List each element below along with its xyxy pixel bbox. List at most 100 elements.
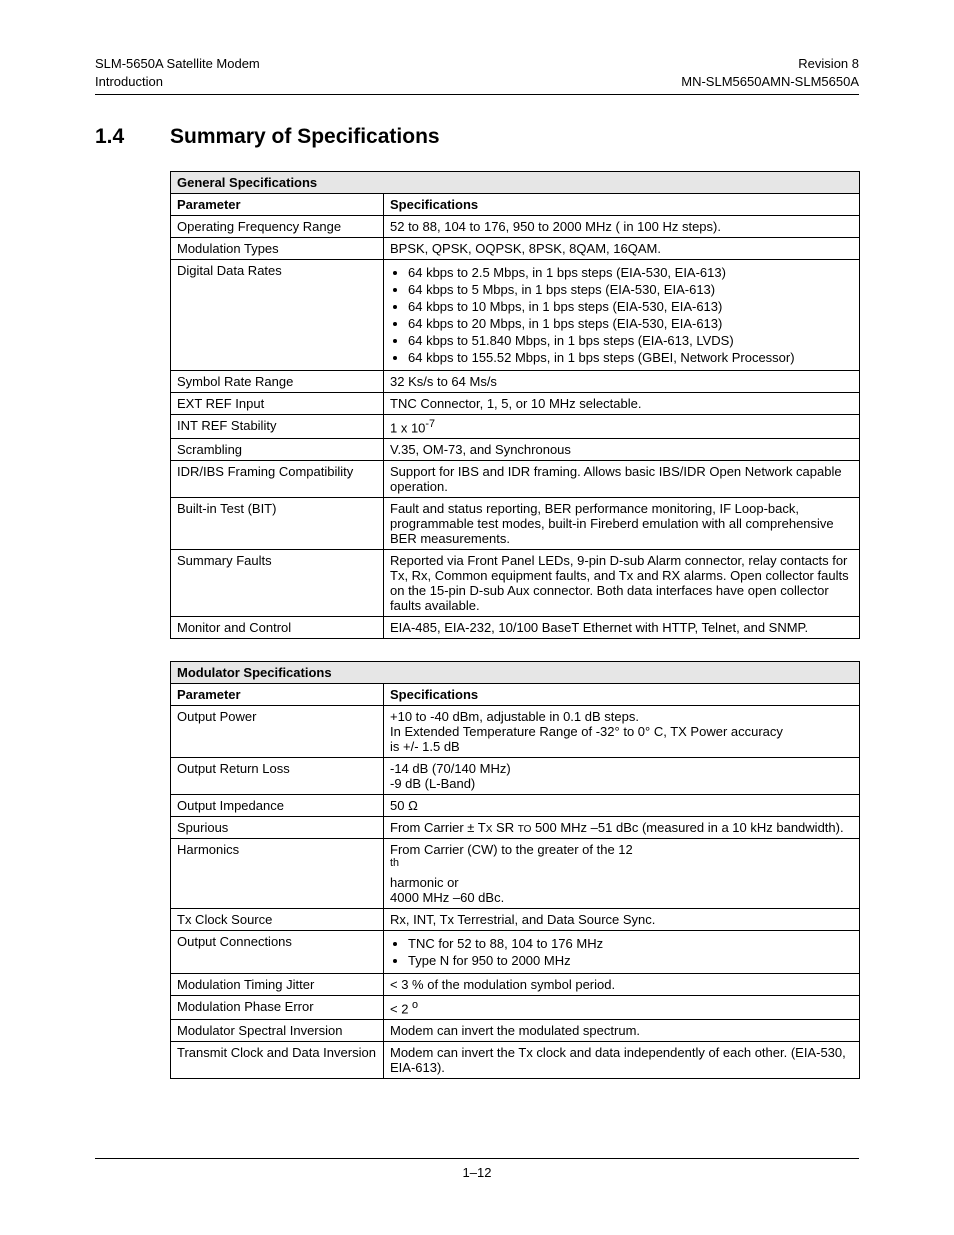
table-row: Summary Faults Reported via Front Panel …	[171, 550, 860, 617]
col-parameter: Parameter	[171, 194, 384, 216]
table-row: INT REF Stability 1 x 10-7	[171, 415, 860, 439]
table-row: Symbol Rate Range 32 Ks/s to 64 Ms/s	[171, 371, 860, 393]
param-cell: Modulation Phase Error	[171, 995, 384, 1019]
list-item: 64 kbps to 155.52 Mbps, in 1 bps steps (…	[408, 350, 853, 365]
spec-cell: 50 Ω	[384, 795, 860, 817]
table-row: IDR/IBS Framing Compatibility Support fo…	[171, 461, 860, 498]
document-page: SLM-5650A Satellite Modem Revision 8 Int…	[0, 0, 954, 1235]
table-row: Tx Clock Source Rx, INT, Tx Terrestrial,…	[171, 908, 860, 930]
spec-cell: TNC Connector, 1, 5, or 10 MHz selectabl…	[384, 393, 860, 415]
modulator-specifications-table: Modulator Specifications Parameter Speci…	[170, 661, 860, 1079]
spec-cell: +10 to -40 dBm, adjustable in 0.1 dB ste…	[384, 706, 860, 758]
spec-line: From Carrier (CW) to the greater of the …	[390, 842, 853, 889]
col-specifications: Specifications	[384, 194, 860, 216]
table-row: Spurious From Carrier ± TX SR TO 500 MHz…	[171, 817, 860, 839]
spec-cell: Modem can invert the Tx clock and data i…	[384, 1042, 860, 1079]
param-cell: Output Connections	[171, 930, 384, 973]
param-cell: Spurious	[171, 817, 384, 839]
param-cell: Modulation Types	[171, 238, 384, 260]
spec-cell: From Carrier ± TX SR TO 500 MHz –51 dBc …	[384, 817, 860, 839]
table-row: Operating Frequency Range 52 to 88, 104 …	[171, 216, 860, 238]
param-cell: Output Return Loss	[171, 758, 384, 795]
spec-line: In Extended Temperature Range of -32° to…	[390, 724, 853, 739]
table-title: General Specifications	[171, 172, 860, 194]
spec-line: is +/- 1.5 dB	[390, 739, 853, 754]
spec-cell: 52 to 88, 104 to 176, 950 to 2000 MHz ( …	[384, 216, 860, 238]
list-item: 64 kbps to 51.840 Mbps, in 1 bps steps (…	[408, 333, 853, 348]
param-cell: Digital Data Rates	[171, 260, 384, 371]
param-cell: Summary Faults	[171, 550, 384, 617]
table-row: Built-in Test (BIT) Fault and status rep…	[171, 498, 860, 550]
general-specifications-table: General Specifications Parameter Specifi…	[170, 171, 860, 639]
param-cell: Output Impedance	[171, 795, 384, 817]
superscript: th	[390, 857, 399, 869]
table-header-row: Parameter Specifications	[171, 684, 860, 706]
spec-cell: 1 x 10-7	[384, 415, 860, 439]
spec-cell: < 3 % of the modulation symbol period.	[384, 973, 860, 995]
table-row: Output Impedance 50 Ω	[171, 795, 860, 817]
header-right-2: MN-SLM5650AMN-SLM5650A	[681, 73, 859, 91]
param-cell: Tx Clock Source	[171, 908, 384, 930]
list-item: Type N for 950 to 2000 MHz	[408, 953, 853, 968]
spec-line: +10 to -40 dBm, adjustable in 0.1 dB ste…	[390, 709, 853, 724]
spec-text: SR	[492, 820, 517, 835]
section-number: 1.4	[95, 125, 170, 149]
spec-cell: Modem can invert the modulated spectrum.	[384, 1020, 860, 1042]
table-title: Modulator Specifications	[171, 662, 860, 684]
table-row: Output Return Loss -14 dB (70/140 MHz) -…	[171, 758, 860, 795]
list-item: 64 kbps to 2.5 Mbps, in 1 bps steps (EIA…	[408, 265, 853, 280]
table-row: Modulator Spectral Inversion Modem can i…	[171, 1020, 860, 1042]
param-cell: Built-in Test (BIT)	[171, 498, 384, 550]
spec-cell: -14 dB (70/140 MHz) -9 dB (L-Band)	[384, 758, 860, 795]
spec-cell: < 2 o	[384, 995, 860, 1019]
spec-cell: Rx, INT, Tx Terrestrial, and Data Source…	[384, 908, 860, 930]
spec-line: -14 dB (70/140 MHz)	[390, 761, 853, 776]
spec-text: From Carrier ± T	[390, 820, 486, 835]
page-number: 1–12	[95, 1165, 859, 1180]
spec-cell: V.35, OM-73, and Synchronous	[384, 439, 860, 461]
spec-cell: Fault and status reporting, BER performa…	[384, 498, 860, 550]
spec-cell: 32 Ks/s to 64 Ms/s	[384, 371, 860, 393]
param-cell: Scrambling	[171, 439, 384, 461]
superscript: -7	[425, 418, 435, 430]
table-row: EXT REF Input TNC Connector, 1, 5, or 10…	[171, 393, 860, 415]
table-row: Modulation Timing Jitter < 3 % of the mo…	[171, 973, 860, 995]
table-row: Digital Data Rates 64 kbps to 2.5 Mbps, …	[171, 260, 860, 371]
param-cell: Monitor and Control	[171, 617, 384, 639]
col-parameter: Parameter	[171, 684, 384, 706]
header-left-2: Introduction	[95, 73, 163, 91]
param-cell: EXT REF Input	[171, 393, 384, 415]
table-row: Output Connections TNC for 52 to 88, 104…	[171, 930, 860, 973]
table-row: Output Power +10 to -40 dBm, adjustable …	[171, 706, 860, 758]
spec-cell: BPSK, QPSK, OQPSK, 8PSK, 8QAM, 16QAM.	[384, 238, 860, 260]
table-row: Modulation Phase Error < 2 o	[171, 995, 860, 1019]
spec-cell: Support for IBS and IDR framing. Allows …	[384, 461, 860, 498]
param-cell: Symbol Rate Range	[171, 371, 384, 393]
param-cell: Transmit Clock and Data Inversion	[171, 1042, 384, 1079]
list-item: TNC for 52 to 88, 104 to 176 MHz	[408, 936, 853, 951]
table-row: Monitor and Control EIA-485, EIA-232, 10…	[171, 617, 860, 639]
section-heading: 1.4 Summary of Specifications	[95, 125, 859, 149]
spec-cell: TNC for 52 to 88, 104 to 176 MHz Type N …	[384, 930, 860, 973]
spec-line: 4000 MHz –60 dBc.	[390, 890, 853, 905]
footer-rule	[95, 1158, 859, 1159]
table-header-row: Parameter Specifications	[171, 194, 860, 216]
list-item: 64 kbps to 5 Mbps, in 1 bps steps (EIA-5…	[408, 282, 853, 297]
superscript: o	[412, 999, 418, 1011]
table-title-row: Modulator Specifications	[171, 662, 860, 684]
table-row: Harmonics From Carrier (CW) to the great…	[171, 839, 860, 908]
spec-text: harmonic or	[390, 875, 853, 890]
header-right-1: Revision 8	[798, 55, 859, 73]
table-row: Scrambling V.35, OM-73, and Synchronous	[171, 439, 860, 461]
spec-text: < 2	[390, 1001, 412, 1016]
section-title-text: Summary of Specifications	[170, 125, 440, 149]
spec-line: -9 dB (L-Band)	[390, 776, 853, 791]
param-cell: IDR/IBS Framing Compatibility	[171, 461, 384, 498]
param-cell: Output Power	[171, 706, 384, 758]
header-rule	[95, 94, 859, 95]
spec-cell: 64 kbps to 2.5 Mbps, in 1 bps steps (EIA…	[384, 260, 860, 371]
table-row: Modulation Types BPSK, QPSK, OQPSK, 8PSK…	[171, 238, 860, 260]
param-cell: Operating Frequency Range	[171, 216, 384, 238]
list-item: 64 kbps to 10 Mbps, in 1 bps steps (EIA-…	[408, 299, 853, 314]
spec-text: 1 x 10	[390, 420, 425, 435]
